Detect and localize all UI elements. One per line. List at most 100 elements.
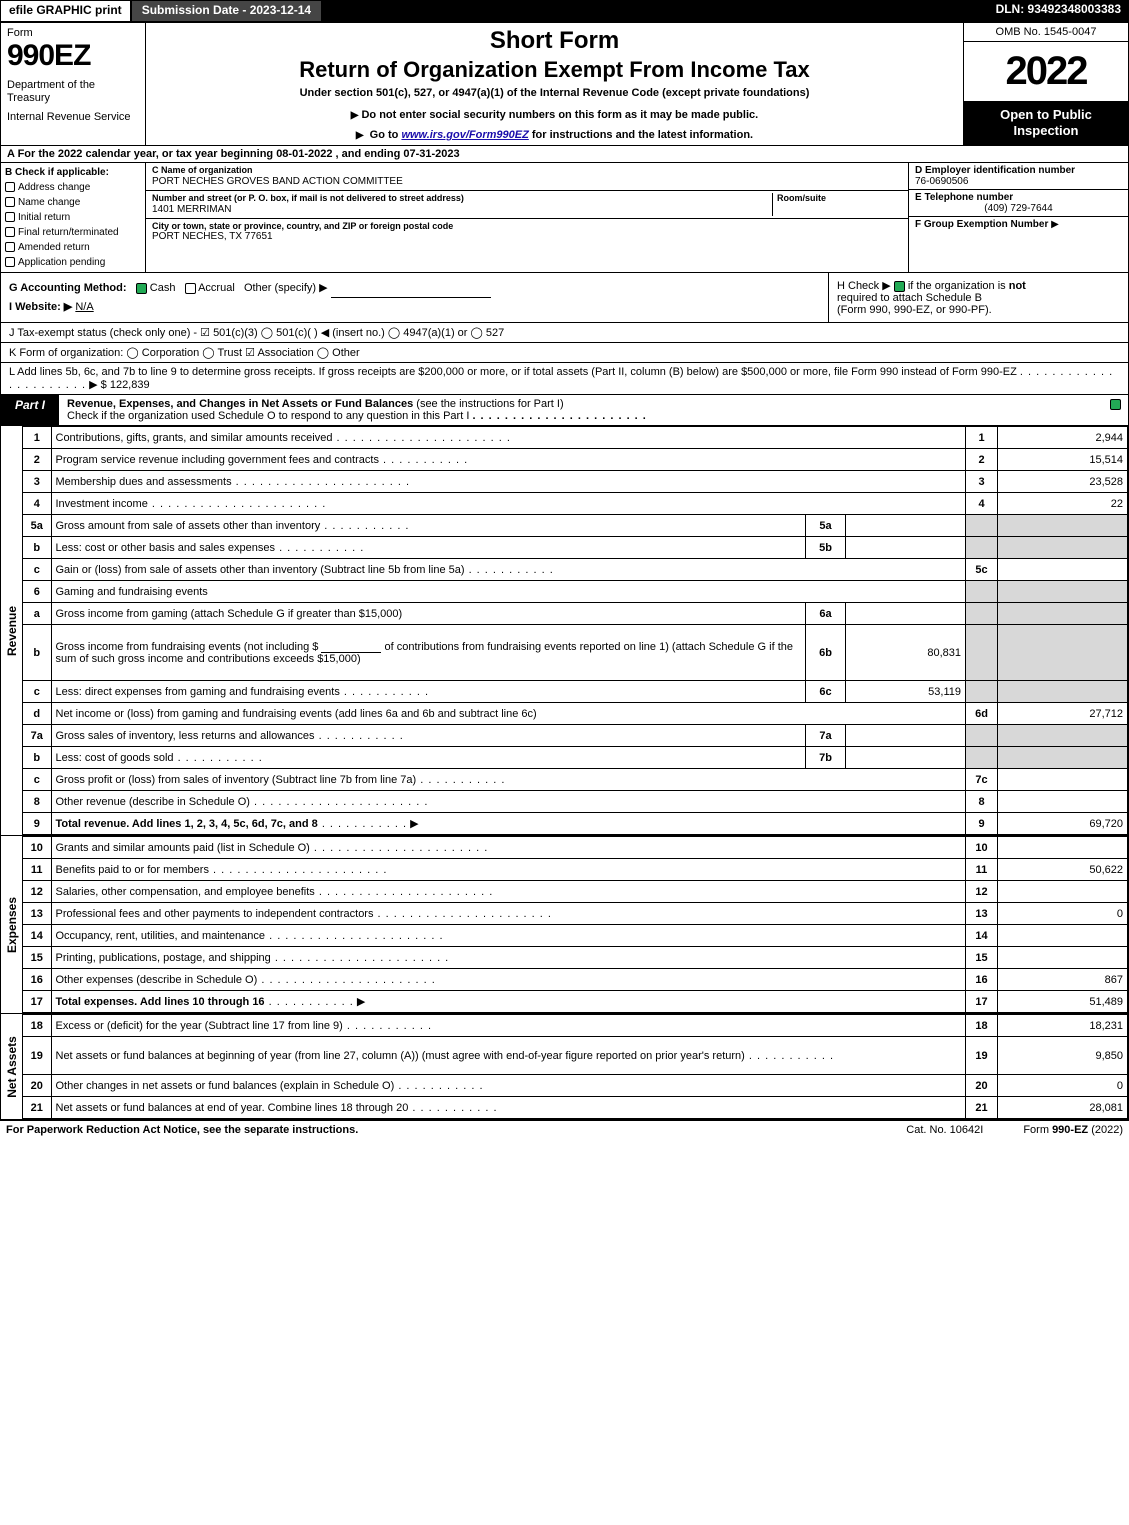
- shade-cell: [998, 515, 1128, 537]
- expenses-section: Expenses 10Grants and similar amounts pa…: [1, 836, 1128, 1014]
- i-label: I Website: ▶: [9, 301, 72, 313]
- line-text: Membership dues and assessments: [56, 476, 232, 488]
- line-num: d: [23, 703, 51, 725]
- goto-line: Go to www.irs.gov/Form990EZ for instruct…: [154, 129, 955, 141]
- checkbox-checked-icon: [1110, 399, 1121, 410]
- subval: 53,119: [846, 681, 966, 703]
- line-text: Net assets or fund balances at beginning…: [56, 1050, 745, 1062]
- return-title: Return of Organization Exempt From Incom…: [154, 57, 955, 83]
- line-rnum: 10: [966, 837, 998, 859]
- b-opt-name-change[interactable]: Name change: [5, 195, 141, 210]
- checkbox-checked-icon[interactable]: [894, 281, 905, 292]
- b-opt-label: Amended return: [18, 242, 90, 253]
- line-rnum: 8: [966, 791, 998, 813]
- h-not: not: [1009, 280, 1026, 292]
- part-i-tag: Part I: [1, 395, 59, 425]
- part-i-sub: (see the instructions for Part I): [416, 398, 563, 410]
- line-6a: aGross income from gaming (attach Schedu…: [23, 603, 1128, 625]
- part-i-checkbox[interactable]: [1102, 395, 1128, 425]
- b-opt-pending[interactable]: Application pending: [5, 255, 141, 270]
- footer-form-post: (2022): [1088, 1124, 1123, 1136]
- shade-cell: [998, 747, 1128, 769]
- f-group-lbl: F Group Exemption Number: [915, 219, 1048, 230]
- line-text: Less: cost or other basis and sales expe…: [56, 542, 276, 554]
- line-num: 6: [23, 581, 51, 603]
- header-right: OMB No. 1545-0047 2022 Open to Public In…: [963, 23, 1128, 145]
- expenses-label-text: Expenses: [5, 897, 19, 953]
- line-rnum: 7c: [966, 769, 998, 791]
- goto-link[interactable]: www.irs.gov/Form990EZ: [401, 129, 528, 141]
- goto-pre: Go to: [370, 129, 402, 141]
- b-opt-amended[interactable]: Amended return: [5, 240, 141, 255]
- line-val: [998, 925, 1128, 947]
- b-opt-address-change[interactable]: Address change: [5, 180, 141, 195]
- c-name-val: PORT NECHES GROVES BAND ACTION COMMITTEE: [152, 176, 902, 188]
- line-num: 15: [23, 947, 51, 969]
- subbox: 7b: [806, 747, 846, 769]
- line-text: Other revenue (describe in Schedule O): [56, 796, 250, 808]
- shade-cell: [966, 581, 998, 603]
- line-num: 2: [23, 449, 51, 471]
- line-rnum: 17: [966, 991, 998, 1013]
- line-2: 2Program service revenue including gover…: [23, 449, 1128, 471]
- line-val: 15,514: [998, 449, 1128, 471]
- part-i-title: Revenue, Expenses, and Changes in Net As…: [59, 395, 1102, 425]
- line-rnum: 11: [966, 859, 998, 881]
- line-text: Excess or (deficit) for the year (Subtra…: [56, 1020, 343, 1032]
- line-num: 7a: [23, 725, 51, 747]
- line-val: 2,944: [998, 427, 1128, 449]
- line-rnum: 5c: [966, 559, 998, 581]
- line-text: Gross profit or (loss) from sales of inv…: [56, 774, 417, 786]
- b-opt-initial-return[interactable]: Initial return: [5, 210, 141, 225]
- line-rnum: 14: [966, 925, 998, 947]
- subbox: 5b: [806, 537, 846, 559]
- goto-arrow-icon: [356, 129, 367, 141]
- part-i-bar: Part I Revenue, Expenses, and Changes in…: [1, 395, 1128, 426]
- shade-cell: [966, 681, 998, 703]
- line-17: 17Total expenses. Add lines 10 through 1…: [23, 991, 1128, 1013]
- row-ghi: G Accounting Method: Cash Accrual Other …: [1, 273, 1128, 323]
- subbox: 6b: [806, 625, 846, 681]
- netassets-label-text: Net Assets: [5, 1036, 19, 1098]
- shade-cell: [998, 581, 1128, 603]
- b-opt-label: Initial return: [18, 212, 70, 223]
- form-word: Form: [7, 27, 139, 39]
- line-val: 50,622: [998, 859, 1128, 881]
- line-val: 9,850: [998, 1037, 1128, 1075]
- line-num: a: [23, 603, 51, 625]
- efile-print-button[interactable]: efile GRAPHIC print: [0, 0, 131, 22]
- shade-cell: [998, 725, 1128, 747]
- line-rnum: 3: [966, 471, 998, 493]
- part-i-title-text: Revenue, Expenses, and Changes in Net As…: [67, 398, 413, 410]
- line-rnum: 12: [966, 881, 998, 903]
- c-room-lbl: Room/suite: [777, 193, 826, 203]
- line-12: 12Salaries, other compensation, and empl…: [23, 881, 1128, 903]
- line-num: 16: [23, 969, 51, 991]
- revenue-label-text: Revenue: [5, 606, 19, 656]
- open-to-public: Open to Public Inspection: [964, 101, 1128, 146]
- c-city-val: PORT NECHES, TX 77651: [152, 231, 902, 243]
- b-opt-final-return[interactable]: Final return/terminated: [5, 225, 141, 240]
- part-i-dots: [472, 410, 646, 422]
- line-6c: cLess: direct expenses from gaming and f…: [23, 681, 1128, 703]
- checkbox-icon[interactable]: [185, 283, 196, 294]
- line-text: Printing, publications, postage, and shi…: [56, 952, 271, 964]
- line-1: 1Contributions, gifts, grants, and simil…: [23, 427, 1128, 449]
- line-text: Other changes in net assets or fund bala…: [56, 1080, 395, 1092]
- checkbox-checked-icon[interactable]: [136, 283, 147, 294]
- short-form-title: Short Form: [154, 27, 955, 55]
- line-rnum: 2: [966, 449, 998, 471]
- g-accrual: Accrual: [198, 282, 235, 294]
- shade-cell: [998, 625, 1128, 681]
- line-text: Contributions, gifts, grants, and simila…: [56, 432, 333, 444]
- dln-label: DLN: 93492348003383: [988, 0, 1129, 22]
- line-rnum: 15: [966, 947, 998, 969]
- line-val: 0: [998, 1075, 1128, 1097]
- line-num: 9: [23, 813, 51, 835]
- line-21: 21Net assets or fund balances at end of …: [23, 1097, 1128, 1119]
- shade-cell: [966, 515, 998, 537]
- checkbox-icon: [5, 182, 15, 192]
- h-txt2: if the organization is: [908, 280, 1009, 292]
- subval: [846, 747, 966, 769]
- shade-cell: [966, 725, 998, 747]
